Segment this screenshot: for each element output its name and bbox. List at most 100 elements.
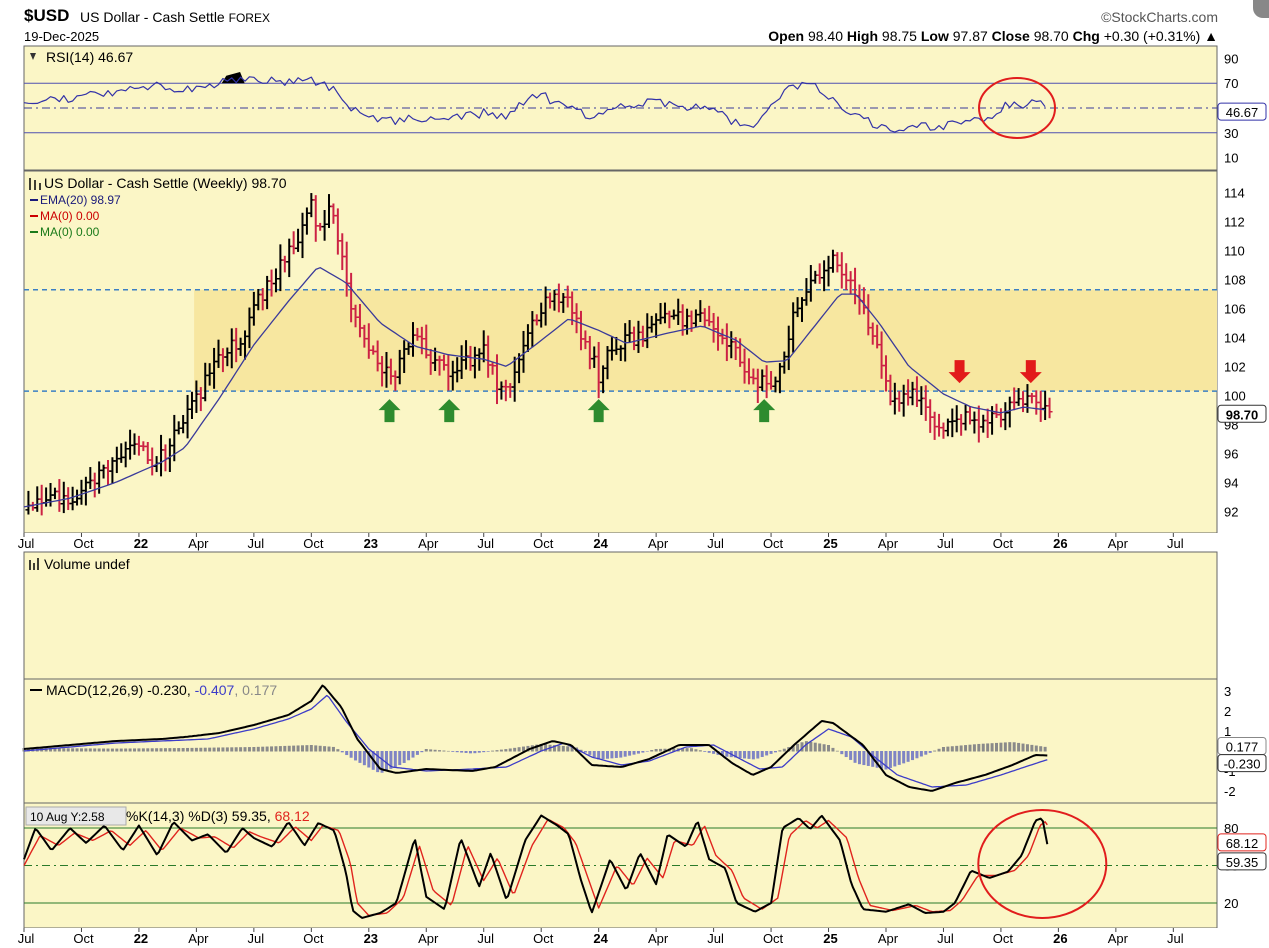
- macd-histogram-bar: [765, 751, 769, 756]
- macd-histogram-bar: [247, 747, 251, 752]
- volume-title: Volume undef: [44, 556, 130, 572]
- macd-histogram-bar: [504, 749, 508, 752]
- x-axis-top-label: Jul: [477, 536, 494, 551]
- macd-histogram-bar: [570, 746, 574, 752]
- macd-histogram-bar: [270, 746, 274, 752]
- x-axis-bottom-label: Apr: [1108, 931, 1129, 946]
- macd-histogram-bar: [402, 751, 406, 763]
- macd-histogram-bar: [451, 751, 455, 752]
- rsi-last-label-box: [1217, 102, 1267, 121]
- macd-histogram-bar: [265, 746, 269, 752]
- price-bar: [1046, 397, 1053, 419]
- macd-histogram-bar: [415, 751, 419, 755]
- x-axis-top-label: Oct: [993, 536, 1014, 551]
- macd-histogram-bar: [84, 748, 88, 752]
- corner-menu-icon[interactable]: [1253, 0, 1269, 18]
- macd-histogram-bar: [840, 751, 844, 755]
- macd-histogram-bar: [234, 747, 238, 752]
- macd-histogram-bar: [862, 751, 866, 766]
- x-axis-bottom-label: 25: [823, 931, 837, 946]
- macd-histogram-bar: [155, 748, 159, 752]
- macd-histogram-bar: [552, 745, 556, 752]
- macd-histogram-bar: [1030, 744, 1034, 752]
- x-axis-top-label: Jul: [1167, 536, 1184, 551]
- macd-histogram-bar: [513, 747, 517, 752]
- legend-label: MA(0) 0.00: [40, 225, 100, 239]
- rsi-ytick-70: 70: [1224, 76, 1238, 91]
- macd-histogram-bar: [287, 745, 291, 752]
- x-axis-bottom-label: Jul: [1167, 931, 1184, 946]
- legend-label: EMA(20) 98.97: [40, 193, 121, 207]
- macd-histogram-bar: [800, 742, 804, 752]
- price-last-label-box: [1217, 404, 1267, 423]
- macd-histogram-bar: [177, 748, 181, 752]
- macd-histogram-bar: [133, 748, 137, 752]
- x-axis-top-label: 23: [364, 536, 378, 551]
- price-ytick-96: 96: [1224, 446, 1238, 461]
- macd-histogram-bar: [181, 748, 185, 752]
- close-label: Close: [991, 28, 1030, 44]
- stoch-d-last-label: 68.12: [1226, 836, 1259, 851]
- x-axis-top-label: Jul: [937, 536, 954, 551]
- macd-histogram-bar: [141, 748, 145, 752]
- macd-title-part: MACD(12,26,9) -0.230,: [46, 682, 195, 698]
- macd-histogram-bar: [813, 742, 817, 752]
- resistance-down-arrow: [1019, 360, 1042, 384]
- macd-histogram-bar: [614, 751, 618, 758]
- macd-histogram-bar: [1034, 745, 1038, 752]
- macd-histogram-bar: [689, 748, 693, 752]
- macd-histogram-bar: [429, 749, 433, 752]
- macd-histogram-bar: [102, 748, 106, 752]
- macd-histogram-bar: [751, 751, 755, 760]
- instrument-name: US Dollar - Cash Settle FOREX: [80, 9, 270, 25]
- macd-histogram-bar: [619, 751, 623, 758]
- macd-histogram-bar: [955, 745, 959, 752]
- macd-histogram-bar: [844, 751, 848, 758]
- high-label: High: [846, 28, 879, 44]
- macd-histogram-bar: [468, 751, 472, 754]
- chart-date: 19-Dec-2025: [24, 29, 100, 44]
- x-axis-bottom-label: Jul: [248, 931, 265, 946]
- macd-histogram-bar: [146, 748, 150, 752]
- macd-histogram-bar: [163, 748, 167, 752]
- macd-histogram-bar: [97, 748, 101, 752]
- macd-histogram-bar: [508, 748, 512, 752]
- macd-ytick: 2: [1224, 704, 1231, 719]
- macd-histogram-bar: [296, 745, 300, 752]
- x-axis-bottom-label: Jul: [707, 931, 724, 946]
- macd-histogram-bar: [482, 751, 486, 753]
- price-ytick-106: 106: [1224, 302, 1246, 317]
- macd-histogram-bar: [796, 743, 800, 752]
- macd-histogram-bar: [804, 741, 808, 752]
- macd-histogram-bar: [1043, 746, 1047, 752]
- macd-histogram-bar: [941, 747, 945, 752]
- macd-histogram-bar: [384, 751, 388, 771]
- crosshair-tooltip-label: 10 Aug Y:2.58: [30, 810, 105, 824]
- macd-ytick: 3: [1224, 684, 1231, 699]
- up-triangle-icon: ▲: [1204, 28, 1218, 44]
- macd-histogram-bar: [809, 741, 813, 752]
- macd-histogram-bar: [632, 751, 636, 755]
- macd-histogram-bar: [880, 751, 884, 769]
- macd-histogram-bar: [738, 751, 742, 759]
- legend-label: MA(0) 0.00: [40, 209, 100, 223]
- macd-histogram-bar: [933, 750, 937, 752]
- stoch-title: %K(14,3) %D(3) 59.35, 68.12: [126, 808, 310, 824]
- x-axis-bottom-label: Jul: [477, 931, 494, 946]
- low-label: Low: [920, 28, 949, 44]
- x-axis-top-label: Jul: [248, 536, 265, 551]
- rsi-ytick-30: 30: [1224, 126, 1238, 141]
- x-axis-bottom-label: Apr: [878, 931, 899, 946]
- macd-histogram-bar: [292, 745, 296, 752]
- macd-histogram-bar: [283, 745, 287, 752]
- volume-panel: [23, 551, 1218, 680]
- stoch-title-part: 68.12: [275, 808, 310, 824]
- macd-histogram-bar: [544, 744, 548, 752]
- macd-histogram-bar: [424, 749, 428, 752]
- stoch-d-line: [23, 819, 1048, 917]
- macd-histogram-bar: [526, 745, 530, 752]
- macd-histogram-bar: [946, 746, 950, 752]
- macd-histogram-bar: [535, 744, 539, 752]
- price-last-label: 98.70: [1226, 407, 1259, 422]
- macd-histogram-bar: [150, 748, 154, 752]
